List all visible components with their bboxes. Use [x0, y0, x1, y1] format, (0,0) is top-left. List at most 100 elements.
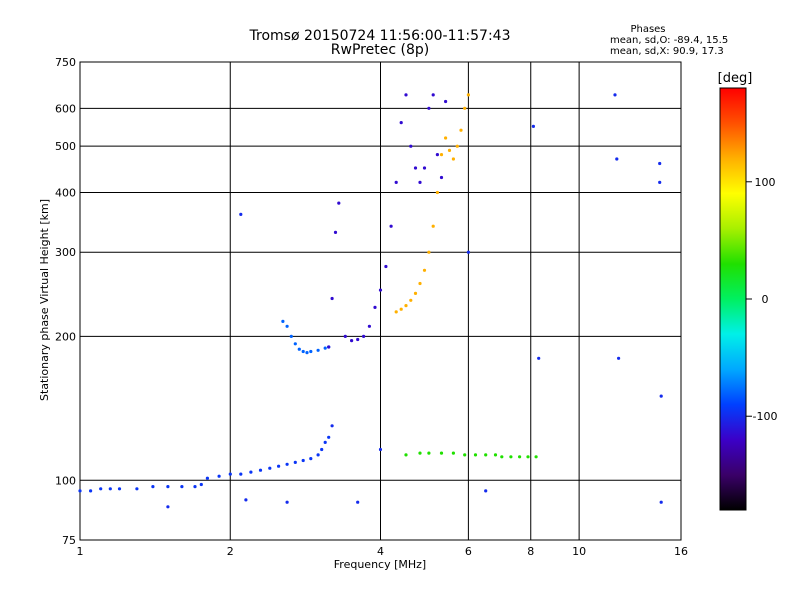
- colorbar-tick-label: 0: [762, 293, 769, 306]
- x-tick-label: 2: [227, 545, 234, 558]
- data-point: [309, 349, 313, 354]
- data-point: [316, 453, 320, 457]
- data-point: [285, 324, 289, 328]
- data-point: [427, 250, 431, 254]
- data-point: [281, 319, 285, 323]
- data-point: [244, 498, 248, 502]
- data-point: [330, 424, 334, 428]
- data-point: [413, 291, 418, 295]
- data-point: [394, 310, 398, 314]
- data-point: [418, 281, 422, 286]
- data-point: [367, 324, 371, 328]
- data-point: [518, 455, 522, 459]
- data-point: [444, 136, 448, 140]
- data-point: [301, 458, 305, 463]
- data-point: [268, 466, 272, 470]
- data-point: [277, 464, 281, 468]
- data-point: [404, 93, 408, 97]
- data-point: [444, 99, 448, 104]
- y-tick-label: 75: [62, 534, 76, 547]
- data-point: [531, 124, 536, 128]
- data-point: [537, 356, 541, 360]
- data-point: [459, 128, 463, 132]
- data-point: [320, 447, 324, 452]
- data-point: [239, 212, 243, 216]
- data-point: [451, 157, 455, 161]
- data-point: [99, 487, 103, 491]
- data-point: [439, 451, 444, 455]
- colorbar-ticks: 100 0 -100: [746, 176, 777, 423]
- x-tick-label: 4: [377, 545, 384, 558]
- colorbar-tick-label: -100: [753, 410, 778, 423]
- data-point: [409, 144, 413, 148]
- data-point: [378, 447, 383, 452]
- data-point: [356, 500, 360, 504]
- data-point: [409, 298, 413, 302]
- y-axis-ticks: 75 100 200 300 400 500 600 750: [55, 56, 76, 547]
- y-tick-label: 400: [55, 186, 76, 199]
- data-point: [199, 482, 203, 487]
- y-tick-label: 200: [55, 330, 76, 343]
- data-point: [362, 334, 366, 338]
- data-point: [166, 505, 170, 509]
- colorbar: [719, 87, 747, 511]
- colorbar-tick-label: 100: [755, 176, 776, 189]
- data-point: [447, 148, 452, 152]
- x-tick-label: 10: [572, 545, 586, 558]
- y-tick-label: 500: [55, 140, 76, 153]
- data-point: [305, 351, 309, 355]
- data-point: [404, 453, 408, 457]
- data-point: [658, 161, 662, 166]
- data-point: [463, 453, 467, 457]
- data-point: [431, 224, 435, 228]
- data-point: [293, 342, 297, 346]
- x-tick-label: 8: [527, 545, 534, 558]
- data-point: [316, 348, 320, 352]
- data-point: [659, 500, 663, 504]
- data-point: [330, 296, 334, 301]
- data-point: [389, 224, 393, 228]
- data-point: [384, 264, 388, 269]
- data-point: [373, 305, 377, 309]
- data-point: [293, 460, 297, 464]
- data-point: [350, 339, 354, 343]
- data-point: [228, 472, 232, 476]
- data-point: [239, 472, 243, 476]
- data-point: [327, 345, 331, 349]
- data-point: [309, 457, 313, 461]
- plot-frame: [79, 61, 682, 541]
- data-point: [466, 93, 470, 97]
- data-point: [509, 455, 513, 459]
- data-point: [435, 153, 439, 157]
- data-point: [285, 462, 289, 466]
- data-point: [500, 455, 504, 459]
- data-point: [615, 157, 619, 161]
- data-point: [418, 451, 422, 455]
- data-point: [117, 487, 122, 491]
- data-point: [451, 451, 455, 455]
- data-point: [399, 307, 403, 311]
- data-point: [297, 347, 301, 351]
- data-point: [151, 485, 155, 489]
- data-point: [343, 334, 347, 338]
- data-point: [356, 337, 360, 342]
- x-tick-label: 1: [77, 545, 84, 558]
- data-point: [301, 349, 305, 354]
- data-point: [418, 180, 422, 184]
- stats-line-o: mean, sd,O: -89.4, 15.5: [610, 35, 728, 46]
- data-point: [249, 470, 253, 474]
- data-point: [422, 166, 427, 170]
- data-point: [205, 476, 209, 480]
- data-point: [439, 153, 444, 157]
- data-point: [493, 453, 498, 457]
- data-point: [285, 500, 289, 504]
- chart-subtitle: RwPretec (8p): [331, 42, 429, 58]
- data-point: [166, 485, 170, 489]
- data-point: [473, 453, 478, 457]
- data-point: [617, 356, 621, 360]
- y-tick-label: 600: [55, 102, 76, 115]
- data-point: [413, 166, 418, 170]
- data-point: [394, 180, 398, 184]
- chart-title: Tromsø 20150724 11:56:00-11:57:43: [249, 28, 511, 44]
